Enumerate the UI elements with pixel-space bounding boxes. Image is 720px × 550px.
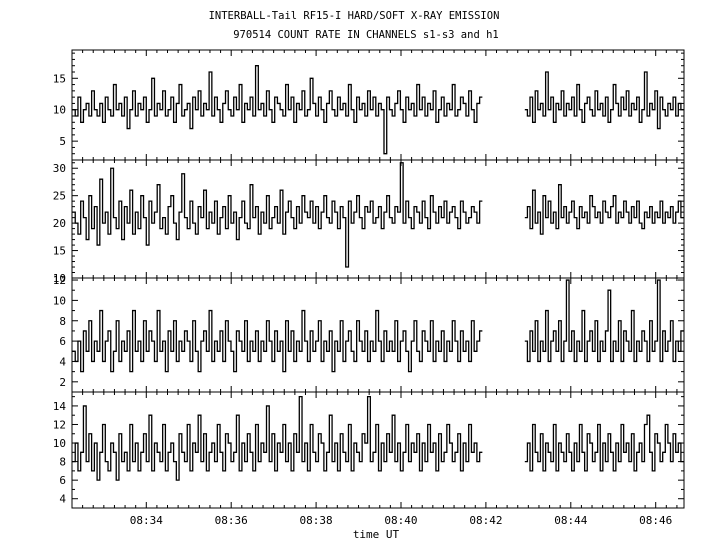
y-tick-label: 12	[53, 274, 66, 287]
panel-1: 5 10 15	[53, 49, 685, 161]
y-tick-label: 4	[59, 355, 66, 368]
y-tick-label: 4	[59, 493, 66, 506]
y-tick-label: 5	[59, 135, 66, 148]
y-tick-label: 10	[53, 272, 66, 285]
count-rate-trace	[72, 162, 483, 268]
y-tick-label: 15	[53, 72, 66, 85]
y-tick-label: 10	[53, 437, 66, 450]
y-tick-label: 30	[53, 162, 66, 175]
chart-title: INTERBALL-Tail RF15-I HARD/SOFT X-RAY EM…	[209, 10, 500, 22]
panel-frame	[71, 391, 685, 509]
x-tick-label: 08:44	[554, 514, 587, 527]
x-axis: 08:34 08:36 08:38 08:40 08:42 08:44 08:46	[130, 514, 673, 527]
y-tick-label: 12	[53, 418, 66, 431]
y-tick-label: 8	[59, 315, 66, 328]
count-rate-trace	[72, 395, 483, 481]
y-tick-label: 6	[59, 474, 66, 487]
count-rate-trace-after-gap	[524, 71, 684, 130]
chart-subtitle: 970514 COUNT RATE IN CHANNELS s1-s3 and …	[233, 29, 499, 41]
y-tick-label: 15	[53, 245, 66, 258]
panel-4: 4 6 8 10 12 14	[53, 391, 685, 509]
y-tick-label: 6	[59, 335, 66, 348]
x-tick-label: 08:40	[384, 514, 417, 527]
y-tick-label: 14	[53, 400, 67, 413]
x-axis-label: time UT	[353, 528, 400, 541]
y-tick-label: 2	[59, 376, 66, 389]
x-tick-label: 08:46	[639, 514, 672, 527]
count-rate-trace-after-gap	[524, 184, 684, 235]
y-tick-label: 10	[53, 294, 66, 307]
count-rate-trace	[72, 65, 483, 155]
panel-2: 10 15 20 25 30	[53, 159, 685, 285]
panel-frame	[71, 159, 685, 279]
count-rate-trace	[72, 309, 483, 373]
y-tick-label: 25	[53, 190, 66, 203]
count-rate-trace-after-gap	[524, 279, 684, 363]
y-tick-label: 10	[53, 104, 66, 117]
x-tick-label: 08:42	[469, 514, 502, 527]
x-tick-label: 08:36	[215, 514, 248, 527]
x-tick-label: 08:34	[130, 514, 163, 527]
y-tick-label: 8	[59, 456, 66, 469]
x-tick-label: 08:38	[300, 514, 333, 527]
y-tick-label: 20	[53, 217, 66, 230]
count-rate-trace-after-gap	[524, 414, 684, 472]
